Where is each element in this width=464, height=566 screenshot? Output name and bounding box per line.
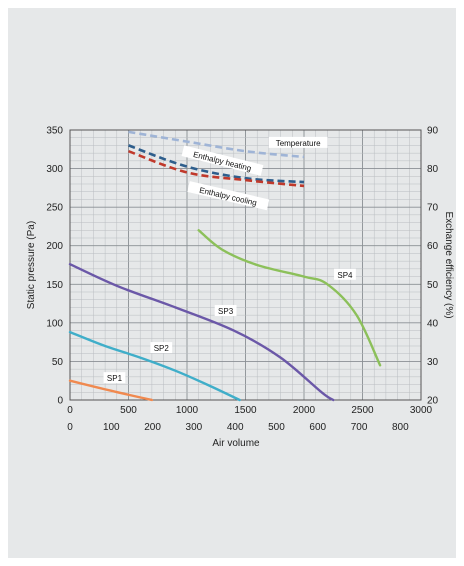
left-tick-label: 250: [46, 203, 63, 214]
right-tick-label: 40: [427, 318, 439, 329]
label-enthalpy-cooling-background: [187, 181, 270, 211]
label-sp3: SP3: [218, 307, 234, 316]
label-enthalpy-heating-group: Enthalpy heating: [181, 145, 264, 176]
left-tick-label: 350: [46, 126, 63, 137]
right-axis: 20 30 40 50 60 70 80 90: [427, 126, 439, 407]
label-temperature-group: Temperature: [268, 136, 328, 148]
left-tick-label: 300: [46, 164, 63, 175]
label-temperature: Temperature: [276, 139, 321, 148]
x-tick-label-secondary: 100: [103, 422, 120, 433]
label-sp1-group: SP1: [103, 372, 126, 384]
series-enthalpy-cooling-line: [128, 149, 305, 188]
left-tick-label: 0: [57, 396, 63, 407]
label-sp1-background: [103, 372, 126, 384]
label-sp2-background: [150, 342, 173, 354]
right-tick-label: 50: [427, 280, 439, 291]
right-tick-label: 90: [427, 126, 439, 137]
right-tick-label: 70: [427, 203, 439, 214]
label-sp3-background: [214, 305, 237, 317]
left-tick-label: 150: [46, 280, 63, 291]
series-sp1-line: [68, 379, 154, 402]
grid: [69, 129, 422, 401]
right-tick-label: 30: [427, 357, 439, 368]
series-temperature-line: [128, 130, 305, 159]
label-temperature-background: [268, 136, 328, 148]
label-sp4-group: SP4: [334, 268, 356, 280]
x-tick-label-secondary: 200: [144, 422, 161, 433]
x-tick-label-secondary: 300: [186, 422, 203, 433]
left-tick-label: 100: [46, 318, 63, 329]
x-axis-title: Air volume: [212, 438, 260, 449]
series-sp4-line: [197, 229, 382, 367]
left-axis: 0 50 100 150 200 250 300 350: [46, 126, 63, 407]
series-sp2-line: [68, 330, 241, 402]
label-sp2: SP2: [154, 344, 170, 353]
label-sp3-group: SP3: [214, 305, 237, 317]
x-tick-label: 1500: [234, 405, 257, 416]
chart: 0 50 100 150 200 250 300 350 20 30 40 50 60 70 80 90 0…: [26, 126, 454, 450]
efficiency-series: [128, 130, 305, 188]
label-sp4-background: [334, 268, 356, 280]
left-tick-label: 200: [46, 241, 63, 252]
label-sp1: SP1: [107, 374, 123, 383]
label-sp4: SP4: [337, 271, 353, 280]
x-tick-label: 500: [120, 405, 137, 416]
x-tick-label: 3000: [410, 405, 433, 416]
x-tick-label: 2000: [293, 405, 316, 416]
top-x-axis: 0 500 1000 1500 2000 2500 3000: [67, 405, 432, 416]
x-tick-label: 2500: [351, 405, 374, 416]
x-tick-label: 1000: [176, 405, 199, 416]
series-enthalpy-heating-line: [128, 144, 305, 184]
left-axis-title: Static pressure (Pa): [26, 221, 37, 309]
right-tick-label: 60: [427, 241, 439, 252]
label-enthalpy-cooling: Enthalpy cooling: [198, 186, 257, 208]
x-tick-label-secondary: 500: [268, 422, 285, 433]
right-axis-title: Exchange efficiency (%): [443, 211, 454, 318]
bottom-x-axis: 0 100 200 300 400 500 600 700 800: [67, 422, 409, 433]
x-tick-label-secondary: 800: [392, 422, 409, 433]
x-tick-label-secondary: 400: [227, 422, 244, 433]
label-enthalpy-heating-background: [181, 145, 264, 176]
right-tick-label: 80: [427, 164, 439, 175]
x-tick-label-secondary: 600: [309, 422, 326, 433]
right-tick-label: 20: [427, 396, 439, 407]
series-sp3-line: [68, 263, 335, 402]
left-tick-label: 50: [52, 357, 64, 368]
pressure-series: [68, 229, 382, 402]
chart-panel: 0 50 100 150 200 250 300 350 20 30 40 50 60 70 80 90 0…: [8, 8, 456, 558]
x-tick-label: 0: [67, 405, 73, 416]
x-tick-label-secondary: 0: [67, 422, 73, 433]
x-tick-label-secondary: 700: [351, 422, 368, 433]
label-sp2-group: SP2: [150, 342, 173, 354]
